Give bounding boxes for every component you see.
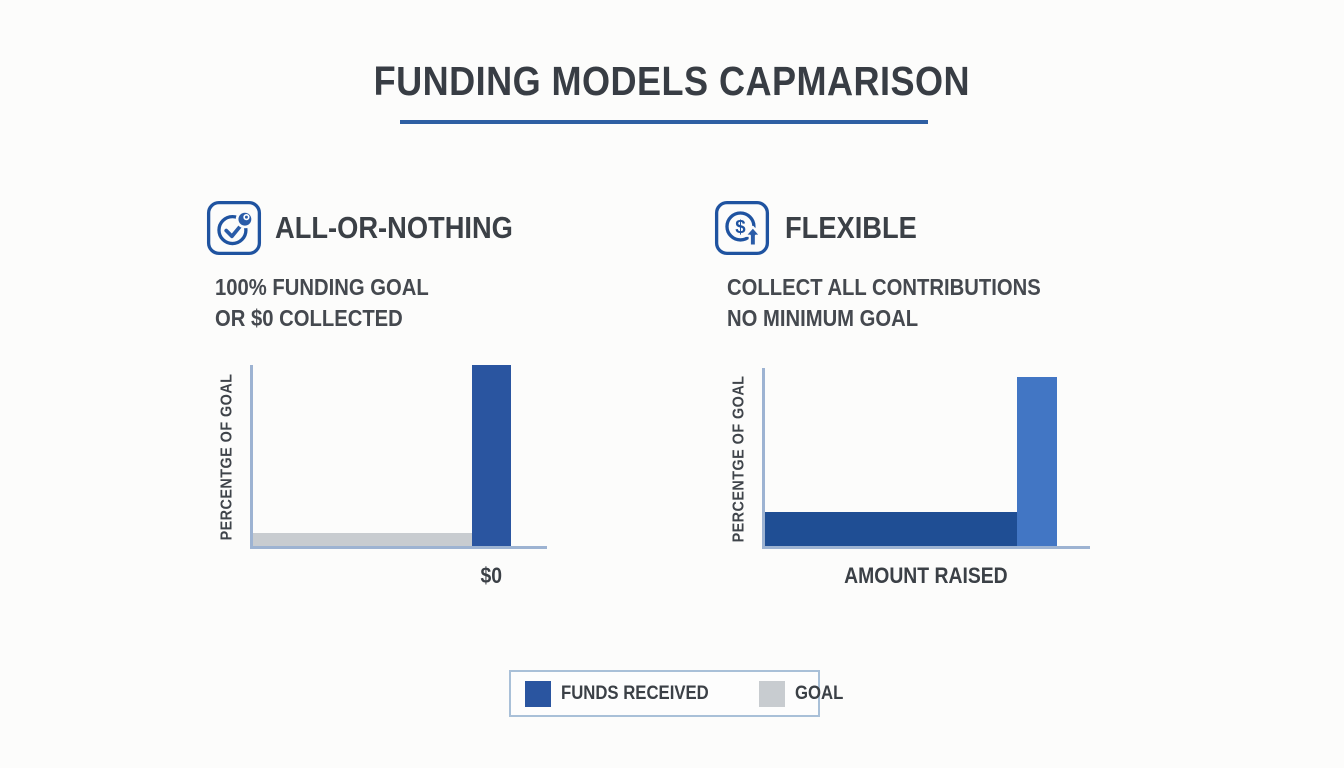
right-chart-xlabel: AMOUNT RAISED [762, 563, 1090, 589]
right-chart-ylabel: PERCENTGE OF GOAL [731, 375, 748, 542]
dollar-circle-up-arrow-icon: $ [713, 199, 771, 257]
left-chart-ylabel-wrap: PERCENTGE OF GOAL [218, 365, 238, 549]
section-heading-text: FLEXIBLE [785, 210, 917, 245]
desc-line: 100% FUNDING GOAL [215, 274, 429, 300]
section-desc-flexible: COLLECT ALL CONTRIBUTIONS NO MINIMUM GOA… [727, 272, 1083, 334]
xlabel-text: $0 [480, 563, 502, 588]
section-heading-flexible: FLEXIBLE [785, 199, 935, 257]
bar-goal [253, 533, 472, 546]
chart-legend: FUNDS RECEIVED GOAL [509, 670, 843, 717]
legend-swatch-funds-received [525, 680, 551, 707]
bar-funds-received [765, 512, 1017, 546]
desc-line: COLLECT ALL CONTRIBUTIONS [727, 274, 1041, 300]
legend-swatch-goal [758, 680, 785, 707]
section-heading-text: ALL-OR-NOTHING [275, 210, 513, 245]
legend-label-goal: GOAL [795, 683, 850, 705]
svg-text:$: $ [735, 216, 746, 237]
desc-line: OR $0 COLLECTED [215, 305, 403, 331]
bar-funds-received [471, 365, 512, 546]
title-underline [400, 120, 928, 124]
legend-label-text: FUNDS RECEIVED [561, 682, 709, 704]
left-chart-ylabel: PERCENTGE OF GOAL [219, 373, 236, 541]
bar-amount-raised [1016, 376, 1058, 546]
right-chart-ylabel-wrap: PERCENTGE OF GOAL [730, 368, 750, 549]
desc-line: NO MINIMUM GOAL [727, 305, 919, 331]
page-title: FUNDING MODELS CAPMARISON [373, 58, 971, 104]
left-chart-xlabel: $0 [451, 563, 531, 589]
page-title-wrap: FUNDING MODELS CAPMARISON [0, 58, 1344, 105]
section-desc-all-or-nothing: 100% FUNDING GOAL OR $0 COLLECTED [215, 272, 458, 334]
check-circle-badge-icon [205, 199, 263, 257]
all-or-nothing-chart [250, 365, 547, 549]
legend-label-funds-received: FUNDS RECEIVED [561, 683, 729, 705]
xlabel-text: AMOUNT RAISED [844, 563, 1008, 588]
legend-label-text: GOAL [794, 682, 844, 704]
section-heading-all-or-nothing: ALL-OR-NOTHING [275, 199, 545, 257]
flexible-chart [762, 368, 1090, 549]
